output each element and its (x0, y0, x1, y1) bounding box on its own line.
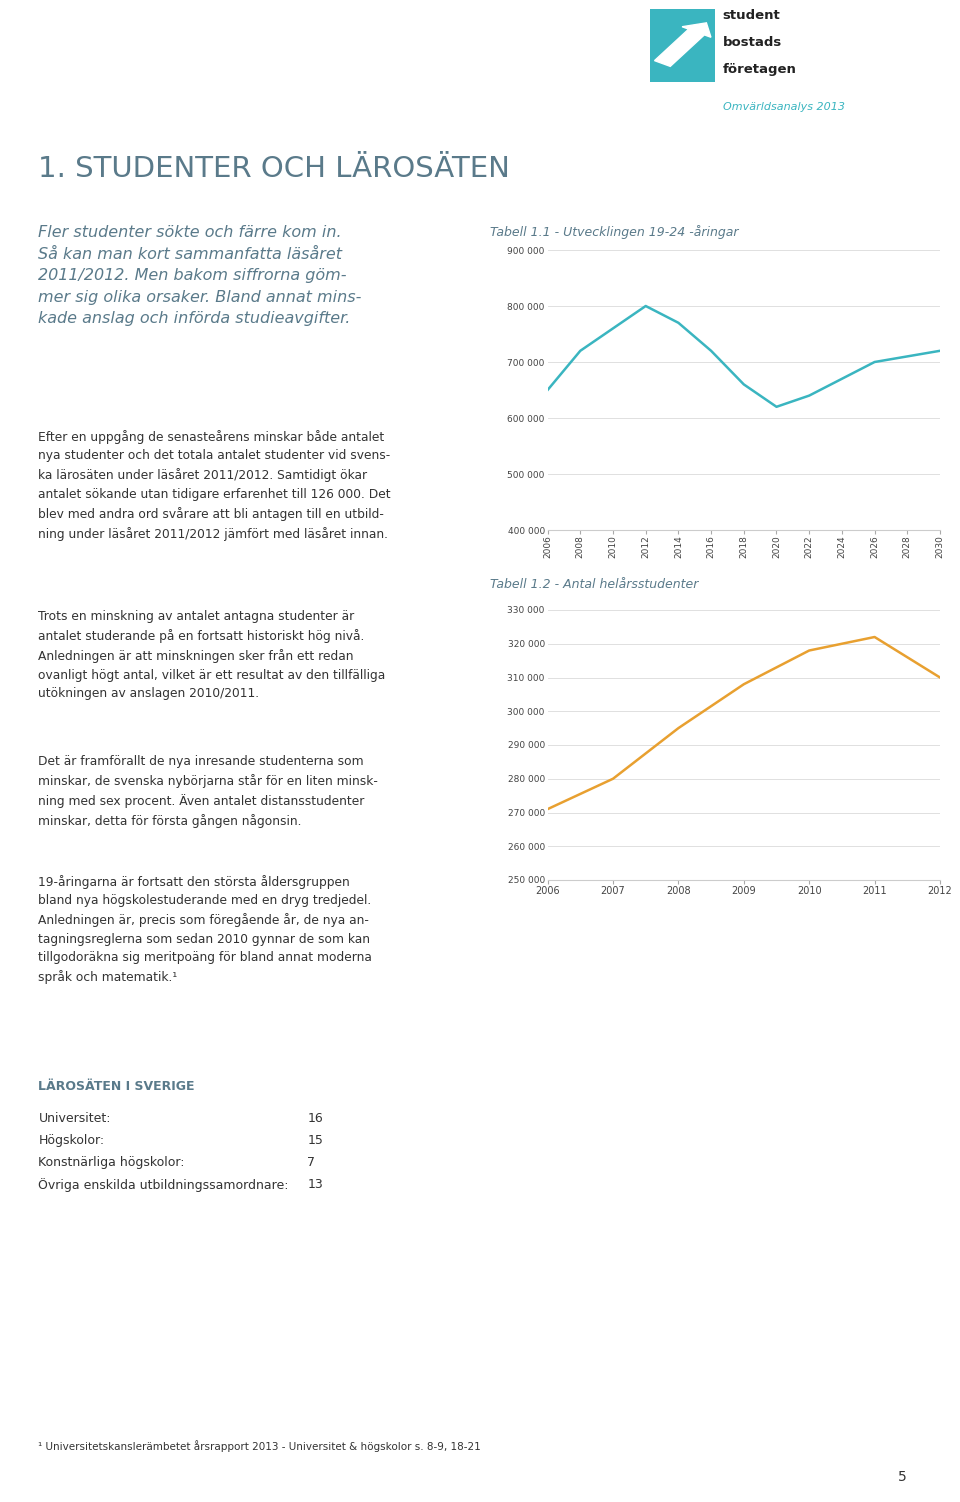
Text: bostads: bostads (723, 36, 782, 50)
Text: 16: 16 (307, 1111, 323, 1125)
Text: student: student (723, 9, 780, 23)
Text: Trots en minskning av antalet antagna studenter är
antalet studerande på en fort: Trots en minskning av antalet antagna st… (38, 610, 386, 700)
FancyArrow shape (655, 23, 711, 66)
Text: företagen: företagen (723, 63, 797, 77)
Text: LÄROSÄTEN I SVERIGE: LÄROSÄTEN I SVERIGE (38, 1080, 195, 1093)
Text: 15: 15 (307, 1134, 324, 1148)
Text: Det är framförallt de nya inresande studenterna som
minskar, de svenska nybörjar: Det är framförallt de nya inresande stud… (38, 756, 378, 828)
Text: Högskolor:: Högskolor: (38, 1134, 105, 1148)
Text: Fler studenter sökte och färre kom in.
Så kan man kort sammanfatta läsåret
2011/: Fler studenter sökte och färre kom in. S… (38, 225, 362, 326)
Text: Universitet:: Universitet: (38, 1111, 111, 1125)
Text: ¹ Universitetskanslerämbetet årsrapport 2013 - Universitet & högskolor s. 8-9, 1: ¹ Universitetskanslerämbetet årsrapport … (38, 1440, 481, 1452)
Bar (650, 9, 715, 81)
Text: Konstnärliga högskolor:: Konstnärliga högskolor: (38, 1157, 185, 1169)
Text: 5: 5 (898, 1470, 907, 1484)
Text: Tabell 1.1 - Utvecklingen 19-24 -åringar: Tabell 1.1 - Utvecklingen 19-24 -åringar (490, 225, 738, 239)
Text: Efter en uppgång de senasteårens minskar både antalet
nya studenter och det tota: Efter en uppgång de senasteårens minskar… (38, 430, 391, 541)
Text: 13: 13 (307, 1178, 323, 1191)
Text: Övriga enskilda utbildningssamordnare:: Övriga enskilda utbildningssamordnare: (38, 1178, 289, 1193)
Text: Omvärldsanalys 2013: Omvärldsanalys 2013 (723, 102, 845, 113)
Text: 1. STUDENTER OCH LÄROSÄTEN: 1. STUDENTER OCH LÄROSÄTEN (38, 155, 511, 183)
Text: Tabell 1.2 - Antal helårsstudenter: Tabell 1.2 - Antal helårsstudenter (490, 578, 698, 590)
Text: 7: 7 (307, 1157, 315, 1169)
Text: 19-åringarna är fortsatt den största åldersgruppen
bland nya högskolestuderande : 19-åringarna är fortsatt den största åld… (38, 876, 372, 984)
